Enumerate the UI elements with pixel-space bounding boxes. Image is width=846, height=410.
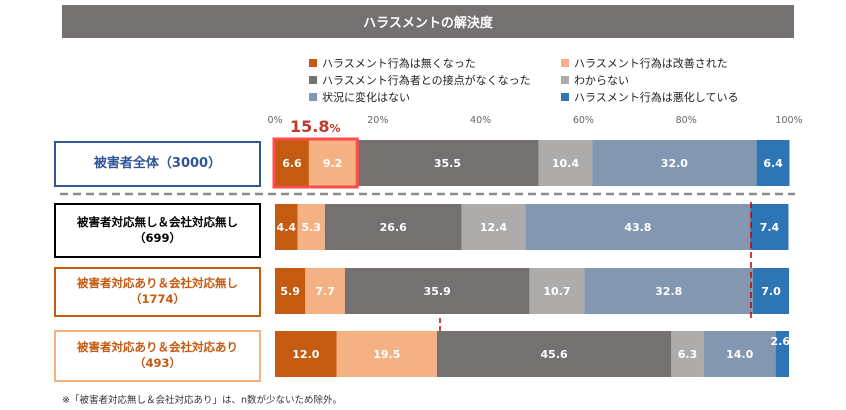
category-label-box: 被害者対応無し＆会社対応無し （699） <box>54 203 261 258</box>
bar-segment <box>671 331 704 377</box>
x-tick-label: 100% <box>775 115 802 126</box>
highlight-value: 15.8 <box>290 117 330 136</box>
x-tick-label: 40% <box>470 115 491 126</box>
x-tick-label: 20% <box>367 115 388 126</box>
legend-label: わからない <box>574 74 629 87</box>
legend-item: わからない <box>561 72 629 88</box>
chart-title: ハラスメントの解決度 <box>62 5 794 38</box>
category-label-box: 被害者対応あり＆会社対応無し （1774） <box>54 267 261 317</box>
bar-segment <box>525 204 751 250</box>
value-label: 32.8 <box>655 285 682 298</box>
value-label: 14.0 <box>726 348 753 361</box>
legend-swatch <box>561 59 569 67</box>
value-label: 7.0 <box>761 285 781 298</box>
legend-swatch <box>561 93 569 101</box>
bar-segment <box>753 268 789 314</box>
value-label: 35.9 <box>424 285 451 298</box>
category-label-line2: （493） <box>133 356 181 370</box>
bar-segment <box>538 140 593 186</box>
legend-item: 状況に変化はない <box>309 89 410 105</box>
bar-segment <box>750 204 789 250</box>
bar-segment <box>344 268 530 314</box>
bar-segment <box>275 268 306 314</box>
value-label: 35.5 <box>434 157 461 170</box>
bar-segment <box>592 140 757 186</box>
legend-label: ハラスメント行為は無くなった <box>322 57 476 70</box>
bar-segment <box>275 140 309 186</box>
legend-item: ハラスメント行為は悪化している <box>561 89 738 105</box>
legend-label: 状況に変化はない <box>322 91 410 104</box>
value-label: 6.6 <box>282 157 302 170</box>
legend-label: ハラスメント行為は改善された <box>574 57 728 70</box>
highlight-box <box>272 137 359 189</box>
category-label-line1: 被害者全体（3000） <box>93 156 222 172</box>
legend-swatch <box>309 76 317 84</box>
bar-segment <box>275 204 298 250</box>
bar-segment <box>305 268 345 314</box>
legend-label: ハラスメント行為者との接点がなくなった <box>322 74 531 87</box>
x-tick-label: 0% <box>267 115 282 126</box>
category-label-line2: （699） <box>133 230 181 245</box>
category-label-line2: （1774） <box>129 292 185 306</box>
value-label: 32.0 <box>661 157 688 170</box>
value-label: 5.3 <box>301 221 321 234</box>
legend-label: ハラスメント行為は悪化している <box>574 91 739 104</box>
bar-segment <box>756 140 790 186</box>
category-label-line1: 被害者対応あり＆会社対応あり <box>77 340 238 355</box>
footnote: ※「被害者対応無し＆会社対応あり」は、n数が少ないため除外。 <box>62 395 342 406</box>
value-label: 19.5 <box>373 348 400 361</box>
bar-segment <box>775 331 789 377</box>
category-label-line1: 被害者対応無し＆会社対応無し <box>77 214 238 229</box>
highlight-annotation: 15.8% <box>290 117 341 136</box>
x-tick-label: 80% <box>676 115 697 126</box>
value-label: 45.6 <box>541 348 568 361</box>
legend-item: ハラスメント行為は改善された <box>561 55 728 71</box>
bar-segment <box>275 331 337 377</box>
value-label: 5.9 <box>280 285 300 298</box>
legend-swatch <box>561 76 569 84</box>
value-label: 6.4 <box>763 157 783 170</box>
bar-segment <box>356 140 539 186</box>
value-label: 43.8 <box>624 221 651 234</box>
bar-segment <box>308 140 357 186</box>
value-label: 2.6 <box>771 335 791 348</box>
value-label: 6.3 <box>678 348 698 361</box>
x-tick-label: 60% <box>573 115 594 126</box>
bar-segment <box>461 204 526 250</box>
value-label: 12.4 <box>480 221 507 234</box>
value-label: 9.2 <box>323 157 343 170</box>
bar-segment <box>703 331 776 377</box>
value-label: 4.4 <box>277 221 297 234</box>
value-label: 7.7 <box>315 285 335 298</box>
bar-segment <box>297 204 325 250</box>
bar-segment <box>436 331 672 377</box>
value-label: 10.7 <box>543 285 570 298</box>
bar-segment <box>336 331 437 377</box>
value-label: 26.6 <box>380 221 407 234</box>
bar-segment <box>529 268 585 314</box>
legend-swatch <box>309 93 317 101</box>
value-label: 7.4 <box>760 221 780 234</box>
bar-segment <box>584 268 754 314</box>
bar-segment <box>324 204 462 250</box>
legend-swatch <box>309 59 317 67</box>
legend-item: ハラスメント行為者との接点がなくなった <box>309 72 531 88</box>
category-label-box: 被害者対応あり＆会社対応あり （493） <box>54 330 261 382</box>
legend-item: ハラスメント行為は無くなった <box>309 55 476 71</box>
category-label-box: 被害者全体（3000） <box>54 141 261 187</box>
highlight-unit: % <box>329 122 341 135</box>
category-label-line1: 被害者対応あり＆会社対応無し <box>77 276 238 291</box>
value-label: 12.0 <box>292 348 319 361</box>
value-label: 10.4 <box>552 157 579 170</box>
